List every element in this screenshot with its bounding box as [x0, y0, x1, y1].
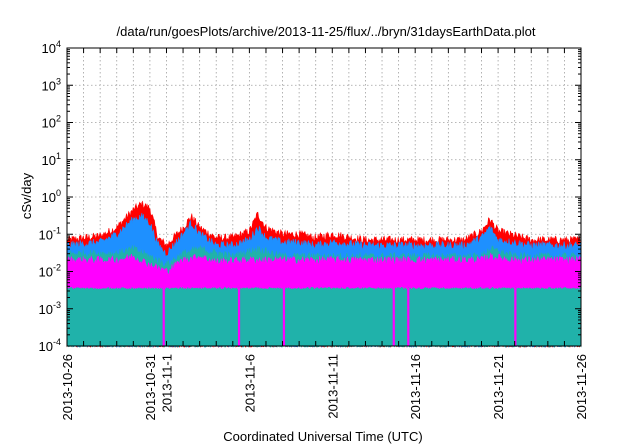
x-tick-label: 2013-11-21 [491, 354, 506, 420]
x-tick-label: 2013-11-16 [408, 354, 423, 420]
y-tick-label: 100 [42, 188, 61, 205]
y-axis-label: cSv/day [19, 172, 34, 219]
x-tick-labels: 2013-10-26 2013-10-31 2013-11-1 2013-11-6 20… [60, 354, 589, 421]
y-tick-labels: 10-4 10-3 10-2 10-1 100 101 102 103 104 [39, 39, 61, 354]
axis-ticks [67, 47, 581, 347]
y-tick-label: 103 [42, 76, 61, 93]
y-tick-label: 10-4 [39, 337, 61, 354]
chart-title: /data/run/goesPlots/archive/2013-11-25/f… [117, 24, 536, 39]
data-series [66, 200, 582, 348]
y-tick-label: 10-2 [39, 263, 61, 280]
y-tick-label: 10-1 [39, 225, 61, 242]
y-tick-label: 104 [42, 39, 61, 56]
y-tick-label: 102 [42, 114, 61, 131]
x-tick-label: 2013-11-26 [574, 354, 589, 420]
x-tick-label: 2013-11-6 [242, 354, 257, 412]
y-tick-label: 101 [42, 151, 61, 168]
x-tick-label: 2013-11-11 [325, 354, 340, 419]
x-tick-label: 2013-11-1 [159, 354, 174, 412]
x-axis-label: Coordinated Universal Time (UTC) [223, 429, 422, 444]
x-tick-label: 2013-10-26 [60, 354, 75, 421]
y-tick-label: 10-3 [39, 300, 61, 317]
x-tick-label: 2013-10-31 [143, 354, 158, 421]
